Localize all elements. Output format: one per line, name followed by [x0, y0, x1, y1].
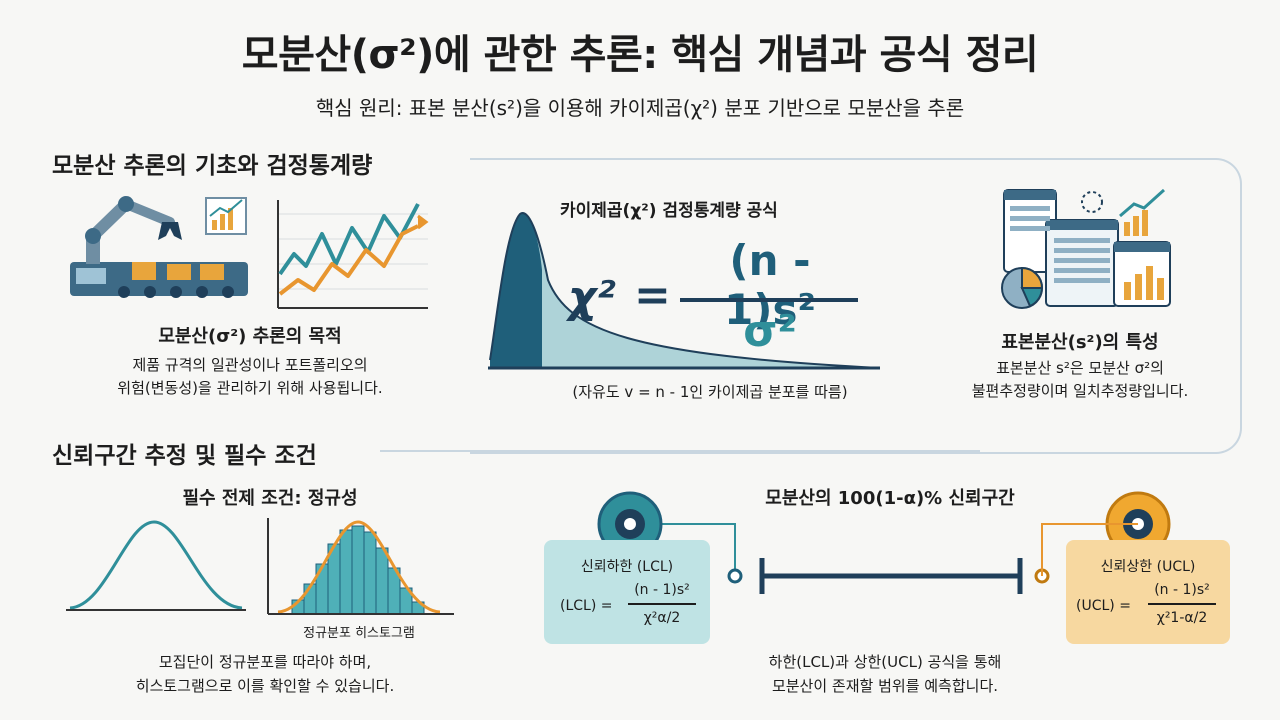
section2-divider: [380, 450, 980, 452]
robot-arm-icon: [70, 196, 248, 298]
interval-desc-line1: 하한(LCL)과 상한(UCL) 공식을 통해: [768, 653, 1002, 671]
interval-diagram: [628, 523, 1050, 594]
purpose-title: 모분산(σ²) 추론의 목적: [158, 326, 342, 347]
ucl-denominator: χ²1-α/2: [1156, 610, 1208, 626]
lcl-label: 신뢰하한 (LCL): [580, 559, 674, 575]
purpose-desc-line1: 제품 규격의 일관성이나 포트폴리오의: [132, 356, 368, 374]
normal-histogram-chart: [267, 518, 454, 615]
sample-variance-desc-line2: 불편추정량이며 일치추정량입니다.: [971, 382, 1189, 400]
lcl-box: [544, 540, 710, 644]
normality-title: 필수 전제 조건: 정규성: [182, 488, 358, 509]
interval-title: 모분산의 100(1-α)% 신뢰구간: [765, 488, 1015, 509]
formula-fraction-bar: [680, 298, 858, 302]
lcl-numerator: (n - 1)s²: [634, 582, 690, 598]
formula-lhs: χ²: [568, 272, 616, 323]
formula-eq: =: [634, 270, 671, 321]
section1-panel: [470, 158, 1242, 454]
section1-title: 모분산 추론의 기초와 검정통계량: [52, 153, 373, 179]
normality-desc-line2: 히스토그램으로 이를 확인할 수 있습니다.: [135, 677, 395, 695]
interval-desc-line2: 모분산이 존재할 범위를 예측합니다.: [771, 677, 999, 695]
ucl-numerator: (n - 1)s²: [1154, 582, 1210, 598]
formula-denominator: σ²: [743, 306, 797, 357]
formula-numerator: (n - 1)s²: [724, 236, 816, 334]
lcl-fraction-bar: [628, 603, 696, 605]
page-title: 모분산(σ²)에 관한 추론: 핵심 개념과 공식 정리: [241, 32, 1039, 78]
dashboard-icon: [1003, 188, 1171, 307]
section2-title: 신뢰구간 추정 및 필수 조건: [52, 443, 317, 469]
sample-variance-title: 표본분산(s²)의 특성: [1001, 332, 1159, 353]
lcl-denominator: χ²α/2: [643, 610, 681, 626]
page-subtitle: 핵심 원리: 표본 분산(s²)을 이용해 카이제곱(χ²) 분포 기반으로 모…: [315, 96, 965, 120]
ucl-label: 신뢰상한 (UCL): [1100, 559, 1196, 575]
pie-chart-icon: [1001, 266, 1044, 309]
normal-curve-chart: [66, 520, 246, 611]
line-chart-icon: [277, 200, 429, 309]
ucl-connector: [1041, 523, 1138, 576]
histogram-label: 정규분포 히스토그램: [303, 626, 415, 641]
lcl-lhs: (LCL) =: [560, 598, 613, 614]
formula-note: (자유도 v = n - 1인 카이제곱 분포를 따름): [572, 383, 848, 401]
ucl-fraction-bar: [1148, 603, 1216, 605]
sample-variance-desc-line1: 표본분산 s²은 모분산 σ²의: [996, 359, 1164, 377]
ucl-box: [1066, 540, 1230, 644]
ucl-lhs: (UCL) =: [1076, 598, 1131, 614]
normality-desc-line1: 모집단이 정규분포를 따라야 하며,: [158, 653, 372, 671]
formula-title: 카이제곱(χ²) 검정통계량 공식: [560, 201, 778, 221]
purpose-desc-line2: 위험(변동성)을 관리하기 위해 사용됩니다.: [117, 379, 383, 397]
chi-square-distribution-curve: [488, 212, 880, 370]
